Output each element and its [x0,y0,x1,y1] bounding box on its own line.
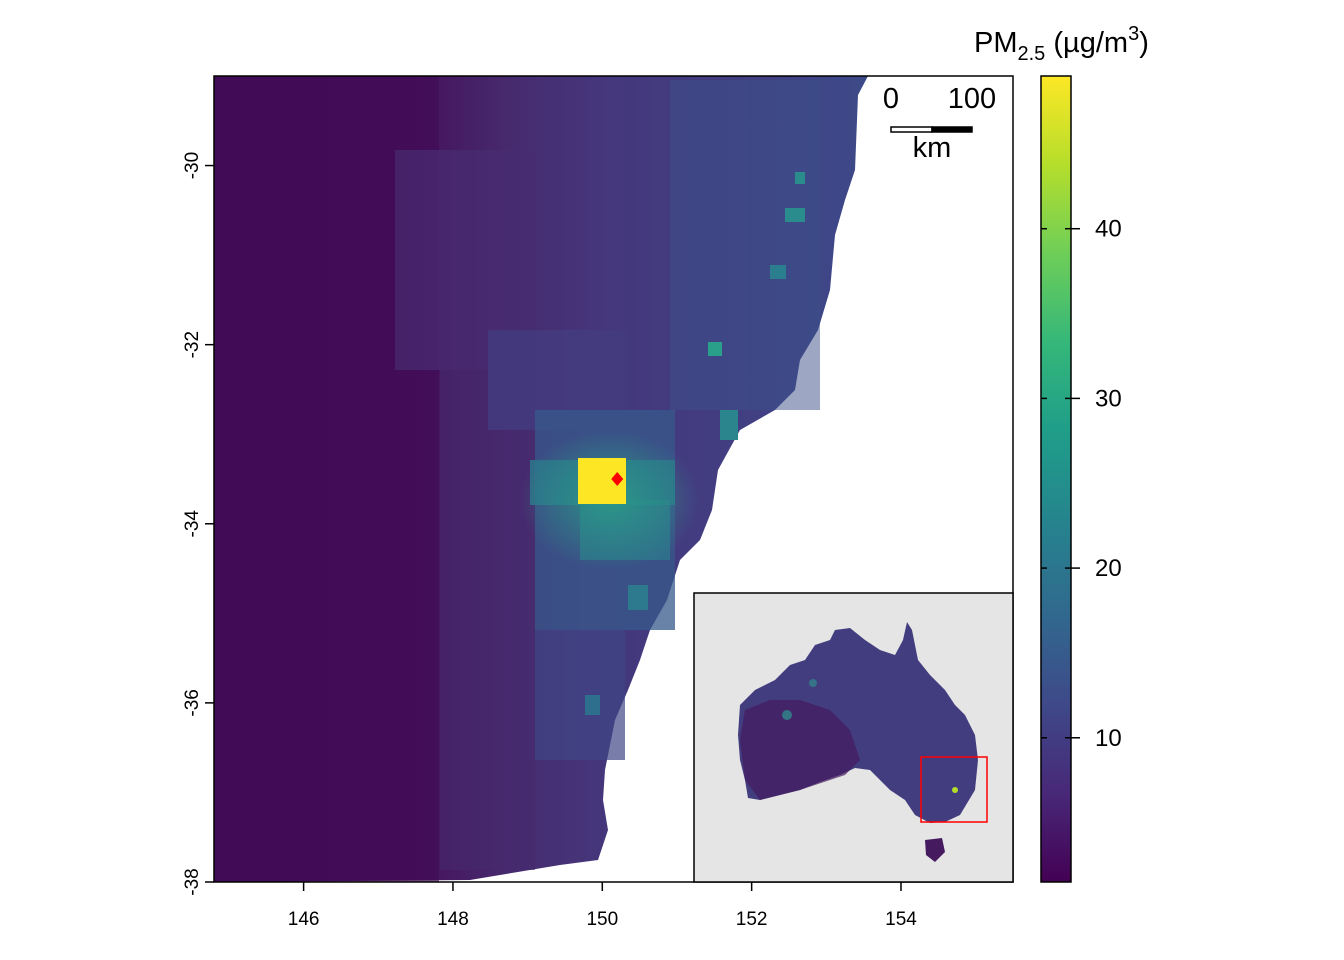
scale-bar: 0 100 km [883,83,996,164]
colorbar-tick-label: 40 [1095,216,1122,243]
colorbar-tick-label: 10 [1095,725,1122,752]
inset-map [693,592,1014,883]
scale-end-label: 100 [948,83,996,115]
colorbar-tick-label: 30 [1095,385,1122,412]
legend-title-sub: 2.5 [1018,43,1046,65]
coastal-patch [795,172,805,184]
coastal-patch [720,410,738,440]
colorbar: 10 20 30 40 [1040,75,1122,883]
y-tick-label: -32 [182,331,203,358]
scale-unit-label: km [913,132,952,164]
raster-tile [440,370,535,870]
coastal-patch [708,342,722,356]
tasmania [925,838,945,862]
map-frame [213,75,1014,883]
scale-segment-black [931,126,973,133]
y-tick-label: -34 [182,510,203,538]
legend-title-unit: (µg/m [1045,27,1128,59]
coastal-patch [585,695,600,715]
raster-tile [670,80,820,410]
legend-title: PM2.5 (µg/m3) [974,23,1149,65]
colorbar-gradient [1040,75,1072,883]
x-tick-label: 154 [885,909,917,930]
legend-title-main: PM [974,27,1018,59]
x-tick-label: 150 [586,909,618,930]
y-tick-label: -38 [182,868,203,895]
x-tick-label: 146 [288,909,320,930]
x-tick-label: 152 [736,909,768,930]
colorbar-ticks: 10 20 30 40 [1041,216,1122,752]
pm25-raster [214,76,868,882]
x-tick-label: 148 [437,909,469,930]
y-axis: -30 -32 -34 -36 -38 [182,152,214,896]
raster-tile [535,630,625,760]
colorbar-tick-label: 20 [1095,555,1122,582]
inset-hotspot [782,710,792,720]
inset-highlight-box [920,756,988,823]
coastal-patch [628,585,648,610]
australia-west-shade [740,700,860,800]
coastal-patch [785,208,805,222]
inset-hotspot [809,679,817,687]
legend-title-sup: 3 [1128,23,1139,45]
x-axis: 146 148 150 152 154 [288,882,917,930]
y-tick-label: -36 [182,689,203,716]
coastal-patch [770,265,786,279]
y-tick-label: -30 [182,152,203,179]
scale-start-label: 0 [883,83,899,115]
inset-hotspot [952,787,958,793]
legend-title-suffix: ) [1139,27,1149,59]
site-marker [611,472,624,486]
